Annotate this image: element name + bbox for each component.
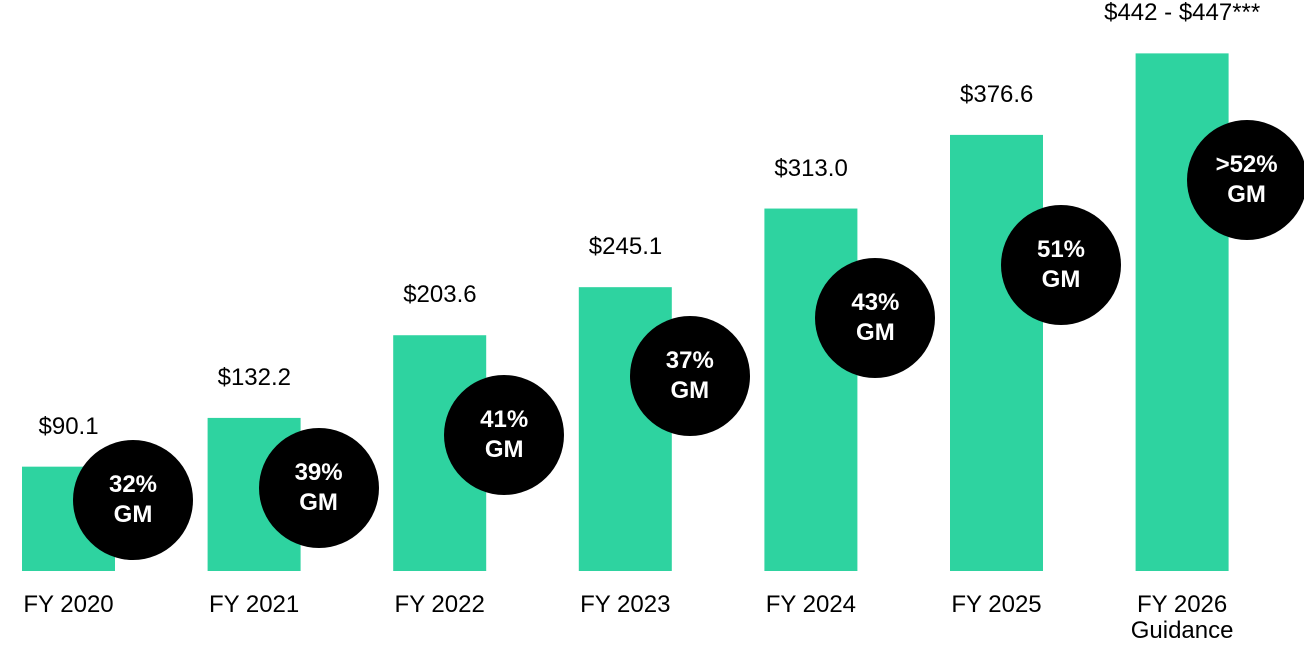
bar xyxy=(950,134,1043,571)
x-tick-label: FY 2020 xyxy=(23,591,114,618)
x-tick-label: FY 2023 xyxy=(580,591,671,618)
gm-badge: >52% GM xyxy=(1186,120,1304,240)
value-label: $376.6 xyxy=(960,80,1034,108)
gm-label: 37% GM xyxy=(665,347,714,404)
gm-badge: 41% GM xyxy=(444,375,565,495)
x-tick-label: FY 2025 xyxy=(951,591,1042,618)
gm-label: >52% GM xyxy=(1215,151,1278,208)
x-tick-label: FY 2022 xyxy=(394,591,485,618)
value-label: $90.1 xyxy=(38,412,99,440)
value-label: $203.6 xyxy=(403,281,477,309)
gm-label: 51% GM xyxy=(1036,236,1086,293)
x-tick-label: FY 2021 xyxy=(208,591,300,618)
gm-badge: 39% GM xyxy=(258,428,379,548)
x-tick-label: FY 2026 Guidance xyxy=(1130,591,1234,644)
gm-label: 43% GM xyxy=(851,289,900,346)
value-label: $245.1 xyxy=(588,233,663,261)
value-label: $313.0 xyxy=(774,154,848,182)
gm-label: 41% GM xyxy=(480,406,529,463)
gm-badge: 43% GM xyxy=(815,258,936,378)
gm-badge: 51% GM xyxy=(1001,205,1121,325)
bar xyxy=(764,208,858,571)
x-tick-label: FY 2024 xyxy=(765,591,857,618)
gm-badge: 37% GM xyxy=(629,316,750,436)
gm-badge: 32% GM xyxy=(73,440,193,560)
gm-label: 32% GM xyxy=(108,471,158,528)
value-label: $132.2 xyxy=(217,363,291,391)
gm-label: 39% GM xyxy=(294,459,343,516)
value-label: $442 - $447*** xyxy=(1104,0,1261,27)
